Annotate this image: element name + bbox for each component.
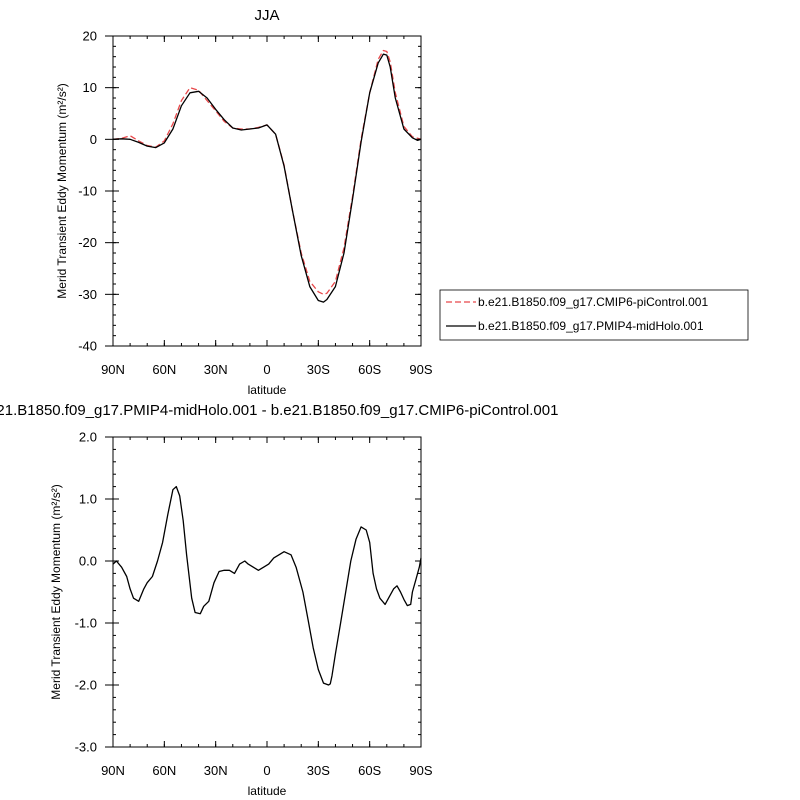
x-tick-label: 30N <box>204 763 228 778</box>
x-tick-label: 0 <box>263 362 270 377</box>
y-tick-label: 20 <box>83 29 97 44</box>
x-tick-label: 0 <box>263 763 270 778</box>
y-tick-label: -30 <box>78 287 97 302</box>
x-tick-label: 90N <box>101 362 125 377</box>
series-line-2 <box>112 53 422 303</box>
y-tick-label: -40 <box>78 339 97 354</box>
y-tick-label: 10 <box>83 80 97 95</box>
y-tick-label: -10 <box>78 184 97 199</box>
x-axis-label: latitude <box>248 784 287 798</box>
plot-frame <box>112 35 422 347</box>
legend: b.e21.B1850.f09_g17.CMIP6-piControl.001b… <box>439 289 749 341</box>
x-tick-label: 30S <box>307 763 330 778</box>
legend-entry-2: b.e21.B1850.f09_g17.PMIP4-midHolo.001 <box>478 319 704 333</box>
y-tick-label: 2.0 <box>79 430 97 445</box>
x-tick-label: 60S <box>358 763 381 778</box>
x-axis-label: latitude <box>248 383 287 397</box>
series-line-1 <box>112 49 422 295</box>
y-tick-label: 0.0 <box>79 554 97 569</box>
y-axis-label: Merid Transient Eddy Momentum (m²/s²) <box>55 83 69 298</box>
x-tick-label: 60N <box>152 362 176 377</box>
plot-panel-1: JJA 90N 60N 30N 0 30S 60S 90S 20 10 0 -10 -20 -30 -40 l… <box>55 7 433 397</box>
y-tick-label: -2.0 <box>75 678 97 693</box>
series-line-1 <box>112 485 422 686</box>
x-tick-label: 60N <box>152 763 176 778</box>
x-tick-label: 60S <box>358 362 381 377</box>
legend-box <box>439 289 749 341</box>
x-tick-label: 30S <box>307 362 330 377</box>
y-tick-label: -3.0 <box>75 740 97 755</box>
x-tick-label: 90S <box>409 362 432 377</box>
x-tick-label: 30N <box>204 362 228 377</box>
legend-entry-1: b.e21.B1850.f09_g17.CMIP6-piControl.001 <box>478 295 708 309</box>
y-tick-label: -20 <box>78 235 97 250</box>
y-tick-label: -1.0 <box>75 616 97 631</box>
y-tick-label: 0 <box>90 132 97 147</box>
x-tick-label: 90S <box>409 763 432 778</box>
chart-title: b.e21.B1850.f09_g17.PMIP4-midHolo.001 - … <box>0 402 558 419</box>
y-axis-label: Merid Transient Eddy Momentum (m²/s²) <box>49 484 63 699</box>
y-tick-label: 1.0 <box>79 492 97 507</box>
x-tick-label: 90N <box>101 763 125 778</box>
chart-title: JJA <box>254 7 279 24</box>
plot-frame <box>112 436 422 748</box>
plot-panel-2: b.e21.B1850.f09_g17.PMIP4-midHolo.001 - … <box>0 402 558 798</box>
